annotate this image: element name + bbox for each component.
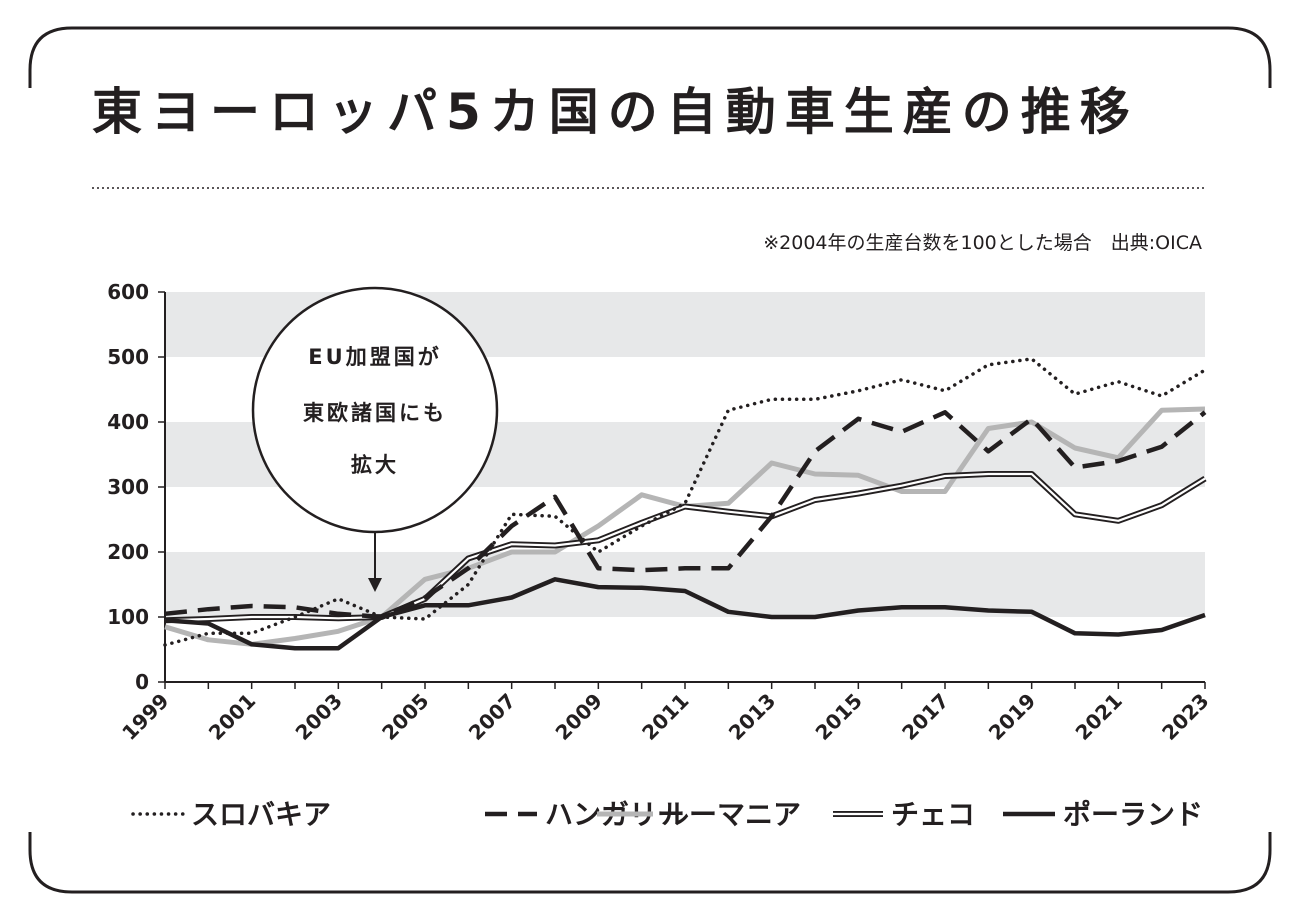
- series-line-thick: [164, 577, 1206, 651]
- series-lines: [163, 357, 1207, 651]
- x-tick-label: 2017: [897, 689, 953, 745]
- callout-line-1: EU加盟国が: [308, 345, 441, 369]
- callout-line-3: 拡大: [351, 453, 399, 477]
- chart-title: 東ヨーロッパ5カ国の自動車生産の推移: [92, 83, 1139, 141]
- grid-band-0: [165, 552, 1205, 617]
- y-tick-label: 400: [107, 410, 149, 434]
- legend-label: ポーランド: [1063, 798, 1203, 831]
- legend-label: ルーマニア: [661, 798, 801, 831]
- legend-label: スロバキア: [191, 798, 331, 831]
- x-tick-label: 2001: [204, 689, 260, 745]
- x-tick-label: 2003: [291, 689, 347, 745]
- callout-line-2: 東欧諸国にも: [303, 401, 447, 425]
- legend-item-thick: ポーランド: [1003, 798, 1203, 831]
- x-tick-label: 1999: [117, 689, 173, 745]
- callout-arrow-head: [368, 578, 382, 592]
- source-note: ※2004年の生産台数を100とした場合 出典:OICA: [763, 232, 1202, 254]
- legend-item-dashed: ハンガリー: [485, 798, 685, 831]
- x-tick-label: 2013: [724, 689, 780, 745]
- series-ポーランド: [164, 577, 1206, 651]
- legend-label: チェコ: [891, 798, 975, 831]
- x-tick-label: 2015: [811, 689, 867, 745]
- x-tick-label: 2009: [551, 689, 607, 745]
- series-チェコ: [164, 471, 1207, 624]
- y-tick-label: 500: [107, 345, 149, 369]
- series-line-dashed: [164, 410, 1207, 620]
- y-axis-ticks: 0 100 200 300 400 500 600: [107, 280, 165, 694]
- x-tick-label: 2021: [1071, 689, 1127, 745]
- x-axis-ticks: 1999 2001 2003 2005 2007 2009 2011 2013 2015 2017…: [117, 682, 1214, 745]
- x-tick-label: 2023: [1157, 689, 1213, 745]
- x-tick-label: 2011: [637, 689, 693, 745]
- y-tick-label: 300: [107, 475, 149, 499]
- series-ハンガリー: [164, 410, 1207, 620]
- eu-callout: EU加盟国が 東欧諸国にも 拡大: [251, 286, 499, 592]
- legend-item-dotted: スロバキア: [131, 798, 331, 831]
- series-line-double-inner: [164, 472, 1206, 622]
- x-tick-label: 2007: [464, 689, 520, 745]
- x-tick-label: 2019: [984, 689, 1040, 745]
- legend-item-gray: ルーマニア: [597, 798, 801, 831]
- y-tick-label: 600: [107, 280, 149, 304]
- y-tick-label: 200: [107, 540, 149, 564]
- legend-item-double: チェコ: [833, 798, 975, 831]
- x-tick-label: 2005: [377, 689, 433, 745]
- y-tick-label: 100: [107, 605, 149, 629]
- y-tick-label: 0: [135, 670, 149, 694]
